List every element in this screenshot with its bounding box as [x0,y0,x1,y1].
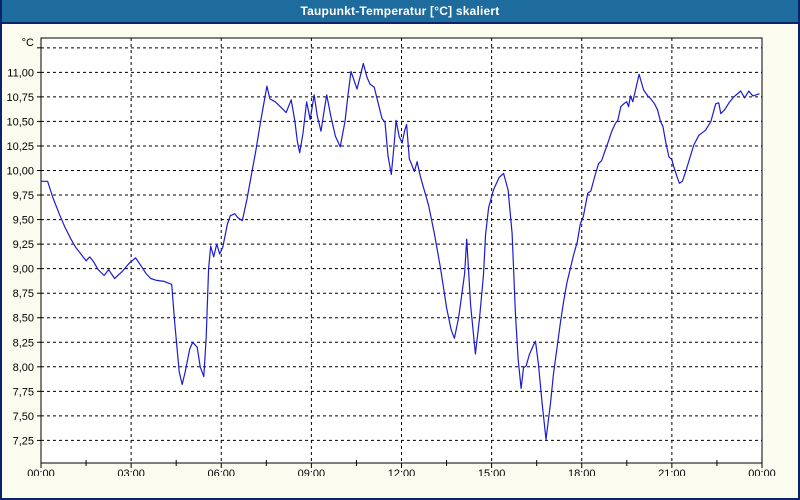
y-tick-label: 8,75 [13,288,34,300]
y-tick-label: 9,00 [13,264,34,276]
x-tick-time-label: 09:00 [298,468,326,476]
x-tick-time-label: 03:00 [117,468,145,476]
x-tick-time-label: 15:00 [478,468,506,476]
x-tick-time-label: 06:00 [207,468,235,476]
y-tick-label: 11,00 [7,67,34,79]
plot-frame [40,37,763,464]
y-tick-label: 9,25 [13,239,34,251]
y-tick-label: 8,00 [13,362,34,374]
x-tick-time-label: 18:00 [568,468,596,476]
y-tick-label: 10,00 [6,166,34,178]
y-tick-label: 7,75 [13,386,34,398]
y-tick-label: 7,50 [13,411,34,423]
y-tick-label: 10,25 [6,141,34,153]
temperature-line [40,62,760,440]
y-tick-label: 7,25 [13,435,34,447]
x-tick-time-label: 12:00 [388,468,416,476]
y-tick-label: 10,75 [6,92,34,104]
window-titlebar: Taupunkt-Temperatur [°C] skaliert [2,0,798,24]
x-tick-time-label: 21:00 [658,468,686,476]
y-tick-label: 8,50 [13,313,34,325]
y-axis-unit-label: °C [22,37,34,49]
dewpoint-temperature-chart: 11,00 10,75 10,50 10,25 10,00 9,75 9,50 9,25 9,0… [6,37,776,476]
x-tick-time-label: 00:00 [27,468,55,476]
x-tick-time-label: 00:00 [748,468,776,476]
y-tick-label: 10,50 [6,116,34,128]
y-tick-label: 8,25 [13,337,34,349]
y-tick-label: 9,50 [13,215,34,227]
y-tick-label: 9,75 [13,190,34,202]
window-title: Taupunkt-Temperatur [°C] skaliert [300,4,500,18]
